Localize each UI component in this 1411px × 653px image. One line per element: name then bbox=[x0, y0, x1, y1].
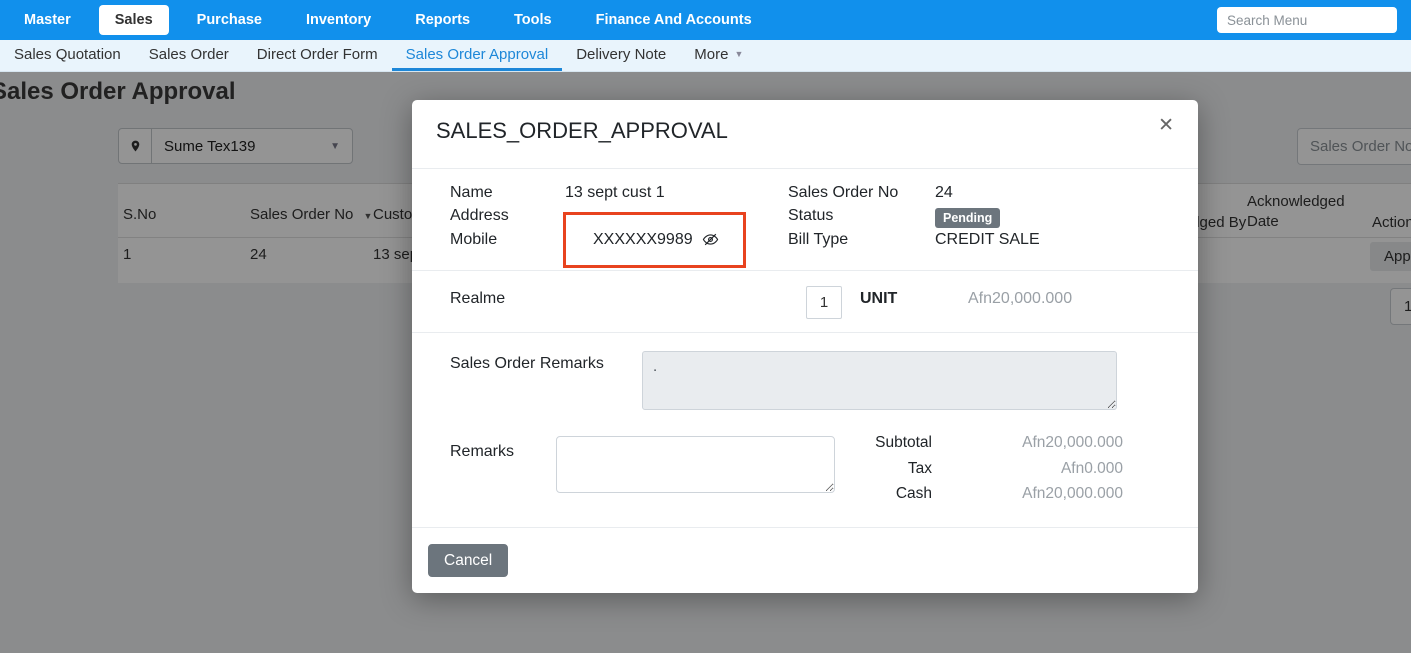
search-menu-input[interactable] bbox=[1217, 7, 1397, 33]
nav-item-purchase[interactable]: Purchase bbox=[196, 12, 262, 28]
nav-item-reports[interactable]: Reports bbox=[415, 12, 471, 28]
modal-title: SALES_ORDER_APPROVAL bbox=[436, 118, 728, 143]
name-value: 13 sept cust 1 bbox=[565, 184, 665, 201]
modal-section-divider bbox=[412, 270, 1198, 271]
page-size-select[interactable]: 10 bbox=[1390, 288, 1411, 325]
remarks-textarea[interactable] bbox=[556, 436, 835, 493]
sales-order-approval-modal: SALES_ORDER_APPROVAL ✕ Name 13 sept cust… bbox=[412, 100, 1198, 593]
order-no-label: Sales Order No bbox=[788, 184, 899, 201]
subnav-sales-order-approval[interactable]: Sales Order Approval bbox=[391, 40, 563, 71]
bill-type-value: CREDIT SALE bbox=[935, 231, 1040, 248]
subnav-sales-order[interactable]: Sales Order bbox=[148, 45, 229, 63]
name-label: Name bbox=[450, 184, 493, 201]
col-header-sno: S.No bbox=[123, 206, 157, 223]
col-header-order-no[interactable]: Sales Order No ▼ bbox=[250, 206, 372, 223]
sort-caret-icon: ▼ bbox=[363, 211, 373, 221]
item-price: Afn20,000.000 bbox=[968, 290, 1073, 307]
tax-label: Tax bbox=[907, 460, 932, 477]
remarks-label: Remarks bbox=[450, 443, 515, 460]
status-badge: Pending bbox=[935, 208, 1001, 228]
tax-value: Afn0.000 bbox=[1060, 460, 1123, 477]
mobile-masked-number: XXXXXX9989 bbox=[593, 231, 693, 248]
modal-section-divider bbox=[412, 332, 1198, 333]
store-select-dropdown[interactable]: Sume Tex139 ▼ bbox=[118, 128, 353, 164]
subtotal-value: Afn20,000.000 bbox=[1022, 434, 1123, 451]
cash-value: Afn20,000.000 bbox=[1022, 485, 1123, 502]
address-label: Address bbox=[450, 207, 509, 224]
subtotal-label: Subtotal bbox=[875, 434, 932, 451]
sales-sub-navbar: Sales Quotation Sales Order Direct Order… bbox=[0, 40, 1411, 72]
col-header-order-no-label: Sales Order No bbox=[250, 206, 354, 223]
nav-item-tools[interactable]: Tools bbox=[514, 12, 552, 28]
row-order-no: 24 bbox=[250, 246, 267, 263]
cash-label: Cash bbox=[895, 485, 932, 502]
order-no-value: 24 bbox=[935, 184, 953, 201]
subnav-sales-quotation[interactable]: Sales Quotation bbox=[14, 45, 121, 63]
page-title: Sales Order Approval bbox=[0, 78, 236, 105]
location-pin-icon bbox=[119, 129, 152, 163]
so-remarks-textarea[interactable]: . bbox=[642, 351, 1117, 410]
col-header-action: Action bbox=[1372, 214, 1411, 231]
eye-slash-icon[interactable] bbox=[702, 231, 719, 248]
approve-button[interactable]: Approve bbox=[1370, 242, 1411, 271]
quantity-input[interactable] bbox=[806, 286, 842, 319]
mobile-label: Mobile bbox=[450, 231, 498, 248]
nav-item-finance[interactable]: Finance And Accounts bbox=[595, 12, 752, 28]
bill-type-label: Bill Type bbox=[788, 231, 849, 248]
store-select-value: Sume Tex139 bbox=[164, 137, 256, 155]
close-icon[interactable]: ✕ bbox=[1158, 115, 1174, 136]
nav-item-sales[interactable]: Sales bbox=[98, 5, 169, 35]
item-name: Realme bbox=[450, 290, 506, 307]
nav-item-inventory[interactable]: Inventory bbox=[305, 12, 372, 28]
modal-footer-divider bbox=[412, 527, 1198, 528]
order-no-search-input[interactable] bbox=[1297, 128, 1411, 165]
subnav-more-label: More bbox=[694, 45, 729, 63]
cancel-button[interactable]: Cancel bbox=[428, 544, 509, 577]
mobile-value: XXXXXX9989 bbox=[593, 231, 719, 249]
nav-item-master[interactable]: Master bbox=[24, 12, 71, 28]
chevron-down-icon: ▼ bbox=[330, 140, 340, 152]
chevron-down-icon: ▼ bbox=[734, 49, 744, 59]
subnav-delivery-note[interactable]: Delivery Note bbox=[576, 45, 667, 63]
subnav-direct-order-form[interactable]: Direct Order Form bbox=[256, 45, 378, 63]
so-remarks-label: Sales Order Remarks bbox=[450, 355, 604, 372]
subnav-more[interactable]: More ▼ bbox=[680, 40, 757, 71]
modal-header-divider bbox=[412, 168, 1198, 169]
row-sno: 1 bbox=[123, 246, 132, 263]
col-header-acknowledged-date: Acknowledged Date bbox=[1247, 193, 1345, 230]
item-unit: UNIT bbox=[860, 290, 898, 307]
status-label: Status bbox=[788, 207, 834, 224]
top-navbar: Master Sales Purchase Inventory Reports … bbox=[0, 0, 1411, 40]
